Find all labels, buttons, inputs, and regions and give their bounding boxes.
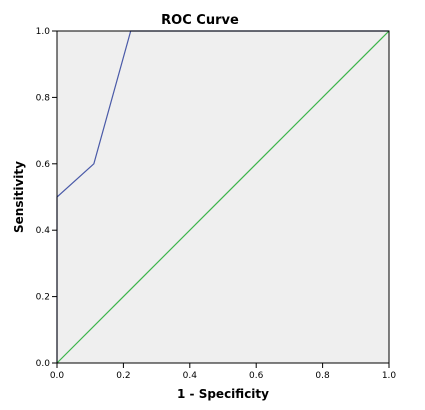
y-tick-label: 0.6 xyxy=(36,160,51,170)
y-tick-label: 1.0 xyxy=(36,27,51,37)
x-tick-label: 1.0 xyxy=(382,371,397,381)
chart-title: ROC Curve xyxy=(161,13,239,28)
y-tick-label: 0.8 xyxy=(36,93,51,103)
x-tick-label: 0.6 xyxy=(249,371,264,381)
y-axis-label: Sensitivity xyxy=(12,161,26,233)
x-axis-label: 1 - Specificity xyxy=(177,387,269,401)
x-tick-label: 0.8 xyxy=(315,371,330,381)
axes-layer xyxy=(56,30,390,364)
x-tick-label: 0.0 xyxy=(50,371,65,381)
y-tick-label: 0.0 xyxy=(36,359,51,369)
y-tick-label: 0.4 xyxy=(36,226,51,236)
x-tick-label: 0.2 xyxy=(116,371,130,381)
ticks-layer: 0.0 0.2 0.4 0.6 0.8 1.0 0.0 0.2 0.4 0.6 0.8 1.0 xyxy=(36,27,397,381)
plot-frame xyxy=(56,30,390,364)
y-tick-label: 0.2 xyxy=(36,293,50,303)
x-tick-label: 0.4 xyxy=(183,371,198,381)
reference-diagonal-line xyxy=(56,30,390,364)
